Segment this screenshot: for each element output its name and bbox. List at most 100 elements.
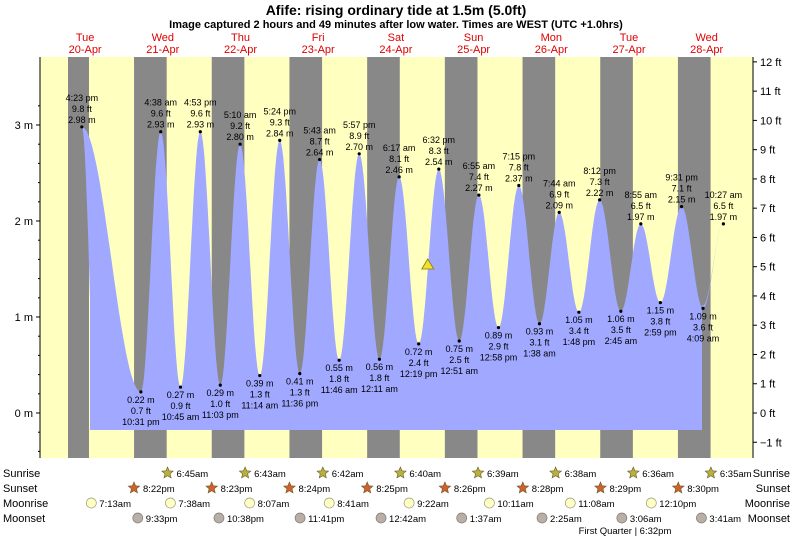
high-tide-dot — [357, 152, 361, 156]
high-tide-meters: 2.15 m — [668, 195, 696, 205]
moonrise-icon — [484, 497, 495, 509]
low-tide-dot — [337, 358, 341, 362]
high-tide-meters: 2.93 m — [147, 120, 175, 130]
low-tide-dot — [139, 390, 143, 394]
high-tide-dot — [557, 210, 561, 214]
tide-curve — [81, 126, 724, 431]
low-tide-dot — [218, 383, 222, 387]
sunset-time: 8:22pm — [143, 484, 175, 495]
low-tide-meters: 0.56 m — [366, 362, 394, 372]
day-of-week-label: Mon — [541, 32, 562, 44]
low-tide-dot — [178, 385, 183, 389]
date-label: 20-Apr — [69, 44, 102, 56]
high-tide-meters: 2.37 m — [505, 173, 533, 183]
sunset-icon — [360, 481, 374, 494]
left-tick-label: 3 m — [15, 120, 33, 132]
sunset-icon — [282, 481, 296, 494]
low-tide-dot — [457, 339, 461, 343]
low-tide-time: 11:46 am — [321, 385, 358, 395]
axes: 0 m 1 m 2 m 3 m −1 ft 0 ft 1 ft 2 ft 3 ft 4 ft 5 f… — [15, 57, 782, 458]
day-of-week-label: Wed — [152, 32, 174, 44]
high-tide-time: 5:43 am — [303, 126, 336, 136]
sunrise-time: 6:38am — [565, 469, 597, 480]
right-tick-label: 6 ft — [760, 232, 775, 244]
low-tide-feet: 2.9 ft — [488, 342, 509, 352]
sunrise-time: 6:35am — [720, 469, 752, 480]
sunrise-icon — [626, 466, 640, 479]
right-tick-label: 3 ft — [760, 320, 775, 332]
sunset-icon — [127, 481, 141, 494]
moonrise-time: 9:22am — [417, 499, 449, 510]
high-tide-meters: 1.97 m — [627, 212, 655, 222]
high-tide-time: 9:31 pm — [665, 173, 698, 183]
tide-area — [81, 126, 724, 431]
low-tide-time: 11:36 pm — [281, 399, 318, 409]
right-tick-label: 12 ft — [760, 57, 781, 69]
sunset-time: 8:28pm — [532, 484, 564, 495]
moonset-icon — [294, 512, 306, 524]
moonset-time: 9:33pm — [146, 514, 178, 525]
low-tide-dot — [298, 372, 302, 376]
date-label: 26-Apr — [535, 44, 568, 56]
high-tide-dot — [80, 125, 84, 129]
high-tide-feet: 6.5 ft — [631, 201, 652, 211]
day-of-week-label: Fri — [312, 32, 325, 44]
day-of-week-label: Wed — [695, 32, 717, 44]
sunrise-time: 6:39am — [487, 469, 519, 480]
high-tide-feet: 9.8 ft — [72, 104, 93, 114]
high-tide-time: 5:24 pm — [263, 106, 296, 116]
sunset-icon — [438, 481, 452, 494]
left-tick-label: 0 m — [15, 408, 33, 420]
sunrise-time: 6:40am — [409, 469, 441, 480]
high-tide-feet: 9.6 ft — [151, 109, 172, 119]
low-tide-time: 1:38 am — [523, 349, 556, 359]
left-tick-label: 2 m — [15, 216, 33, 228]
low-tide-meters: 0.39 m — [246, 379, 274, 389]
high-tide-meters: 1.97 m — [710, 212, 738, 222]
low-tide-time: 10:45 am — [162, 412, 200, 422]
high-tide-meters: 2.46 m — [385, 165, 413, 175]
sunrise-time: 6:45am — [177, 469, 209, 480]
right-tick-label: 4 ft — [760, 291, 775, 303]
high-tide-feet: 6.9 ft — [549, 189, 570, 199]
high-tide-time: 4:38 am — [144, 98, 177, 108]
low-tide-feet: 1.3 ft — [290, 388, 311, 398]
moonset-time: 3:06am — [630, 514, 662, 525]
low-tide-meters: 0.29 m — [207, 388, 235, 398]
moonset-time: 10:38pm — [227, 514, 264, 525]
low-tide-time: 11:14 am — [241, 401, 278, 411]
high-tide-meters: 2.84 m — [266, 128, 294, 138]
low-tide-dot — [496, 325, 501, 330]
low-tide-feet: 1.8 ft — [329, 374, 350, 384]
low-tide-time: 12:51 am — [440, 366, 478, 376]
low-tide-time: 4:09 am — [687, 333, 720, 343]
sunset-time: 8:30pm — [687, 484, 719, 495]
high-tide-dot — [159, 130, 163, 134]
moon-phase-note: First Quarter | 6:32pm — [579, 526, 672, 537]
high-tide-meters: 2.93 m — [187, 120, 215, 130]
sunrise-time: 6:42am — [332, 469, 364, 480]
low-tide-meters: 1.15 m — [647, 306, 675, 316]
moonrise-icon — [244, 497, 256, 509]
right-tick-label: −1 ft — [760, 437, 782, 449]
sunset-icon — [205, 481, 219, 494]
right-tick-label: 9 ft — [760, 145, 775, 157]
right-tick-label: 2 ft — [760, 349, 775, 361]
high-tide-feet: 6.5 ft — [713, 201, 734, 211]
night-band — [68, 57, 89, 458]
high-tide-feet: 8.1 ft — [389, 154, 410, 164]
low-tide-time: 11:03 pm — [202, 410, 239, 420]
high-tide-feet: 9.3 ft — [270, 117, 291, 127]
low-tide-meters: 0.22 m — [127, 395, 155, 405]
sunrise-row-label-left: Sunrise — [3, 468, 40, 480]
low-tide-time: 1:48 pm — [563, 337, 596, 347]
high-tide-dot — [437, 167, 441, 171]
high-tide-dot — [598, 198, 602, 202]
moonset-time: 12:42am — [389, 514, 426, 525]
high-tide-feet: 8.7 ft — [310, 137, 331, 147]
sunrise-icon — [704, 466, 718, 479]
day-of-week-label: Sat — [388, 32, 405, 44]
day-of-week-label: Tue — [620, 32, 639, 44]
